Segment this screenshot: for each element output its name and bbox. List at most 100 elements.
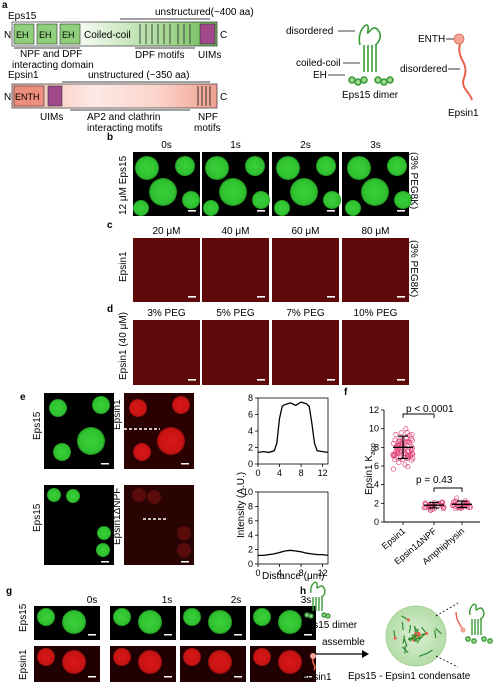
droplet <box>274 200 290 216</box>
e-droplet <box>66 489 80 503</box>
h-epsin-label: Epsin1 <box>301 672 332 683</box>
e-droplet <box>147 490 161 504</box>
y-tick-label: 0 <box>374 517 379 527</box>
time-label: 1s <box>162 595 173 606</box>
epsin-molecule <box>394 637 397 640</box>
droplet <box>62 650 86 674</box>
data-point <box>391 467 395 471</box>
epsin1-enth-label: ENTH <box>15 92 40 102</box>
droplet <box>37 648 55 666</box>
droplet <box>37 608 55 626</box>
x-tick-label: 12 <box>318 468 328 478</box>
e-droplet <box>77 427 105 455</box>
scale-bar <box>397 210 405 212</box>
droplet <box>208 650 232 674</box>
time-label: 2s <box>300 140 311 151</box>
conc-label: 40 μM <box>222 226 250 237</box>
scale-bar <box>257 210 265 212</box>
scale-bar <box>257 296 265 298</box>
eps15-c-terminus: C <box>220 30 227 41</box>
e-droplet <box>53 443 71 461</box>
h-zoom-epsin-enth <box>460 627 465 632</box>
epsin1-ap2-label-1: AP2 and clathrin <box>87 112 160 123</box>
plot-frame <box>258 398 328 464</box>
droplet <box>138 650 162 674</box>
epsin1-image <box>202 238 269 302</box>
y-tick-label: 6 <box>248 516 253 526</box>
e-droplet <box>96 543 110 557</box>
epsin1-image <box>342 238 409 302</box>
scale-bar <box>397 379 405 381</box>
droplet <box>113 608 131 626</box>
conc-label: 80 μM <box>362 226 390 237</box>
eps15-title: Eps15 <box>8 11 37 22</box>
droplet <box>316 156 336 176</box>
time-label: 2s <box>231 595 242 606</box>
e-droplet <box>92 396 110 414</box>
scale-bar <box>188 379 196 381</box>
y-tick-label: 12 <box>369 405 379 415</box>
e-droplet <box>177 543 191 557</box>
y-tick-label: 0 <box>248 559 253 569</box>
dimer-eh-label: EH <box>313 70 327 81</box>
x-tick-label: 8 <box>299 468 304 478</box>
zoom-line-2 <box>436 656 458 667</box>
time-label: 3s <box>370 140 381 151</box>
epsin1-npf-label-2: motifs <box>194 123 221 134</box>
droplet <box>205 156 229 180</box>
droplet <box>347 156 371 180</box>
x-tick-label: Epsin1 <box>380 526 408 551</box>
droplet <box>149 178 177 206</box>
epsin-molecule <box>418 634 421 637</box>
eps15-eh-label-3: EH <box>62 30 75 40</box>
scale-bar <box>88 676 96 678</box>
e-droplet <box>133 443 151 461</box>
panel-g-row2-label: Epsin1 <box>18 649 29 680</box>
droplet <box>345 200 361 216</box>
droplet <box>245 156 265 176</box>
p-value-1: p < 0.0001 <box>406 404 454 415</box>
droplet <box>113 648 131 666</box>
scale-bar <box>164 634 172 636</box>
scale-bar <box>327 379 335 381</box>
zoom-line-1 <box>436 603 458 616</box>
panel-g-row1-label: Eps15 <box>18 603 29 632</box>
droplet <box>253 648 271 666</box>
panel-label-c: c <box>107 220 113 231</box>
epsin1-title: Epsin1 <box>8 70 39 81</box>
scale-bar <box>257 379 265 381</box>
time-label: 0s <box>87 595 98 606</box>
droplet <box>62 610 86 634</box>
panel-b-side-label: (3% PEG8K) <box>408 152 419 209</box>
droplet <box>182 191 200 209</box>
epsin1-uims-label: UIMs <box>40 112 63 123</box>
h-zoom-dimer-cartoon <box>466 604 492 643</box>
eps15-dpf-motifs-label: DPF motifs <box>135 50 184 61</box>
dimer-coiled-label: coiled-coil <box>296 58 340 69</box>
panel-d-row-label: Epsin1 (40 μM) <box>118 312 129 380</box>
epsin1-image <box>133 320 200 385</box>
x-tick-label: 0 <box>255 568 260 578</box>
epsin1-image <box>342 320 409 385</box>
significance-bracket <box>434 488 462 492</box>
epsin1-c-terminus: C <box>220 92 227 103</box>
scale-bar <box>101 561 109 563</box>
epsin-cartoon-enth-label: ENTH <box>418 34 445 45</box>
conc-label: 60 μM <box>292 226 320 237</box>
panel-label-b: b <box>107 132 113 143</box>
eps15-dimer-label: Eps15 dimer <box>342 90 399 101</box>
epsin-molecule <box>425 632 428 635</box>
h-assemble-label: assemble <box>322 637 365 648</box>
droplet <box>183 648 201 666</box>
epsin1-image <box>133 238 200 302</box>
eps15-n-terminus: N <box>4 30 11 41</box>
panel-label-d: d <box>107 304 113 315</box>
droplet <box>135 156 159 180</box>
panel-b-images <box>133 152 412 216</box>
epsin1-ap2-label-2: interacting motifs <box>87 123 163 134</box>
time-label: 0s <box>161 140 172 151</box>
